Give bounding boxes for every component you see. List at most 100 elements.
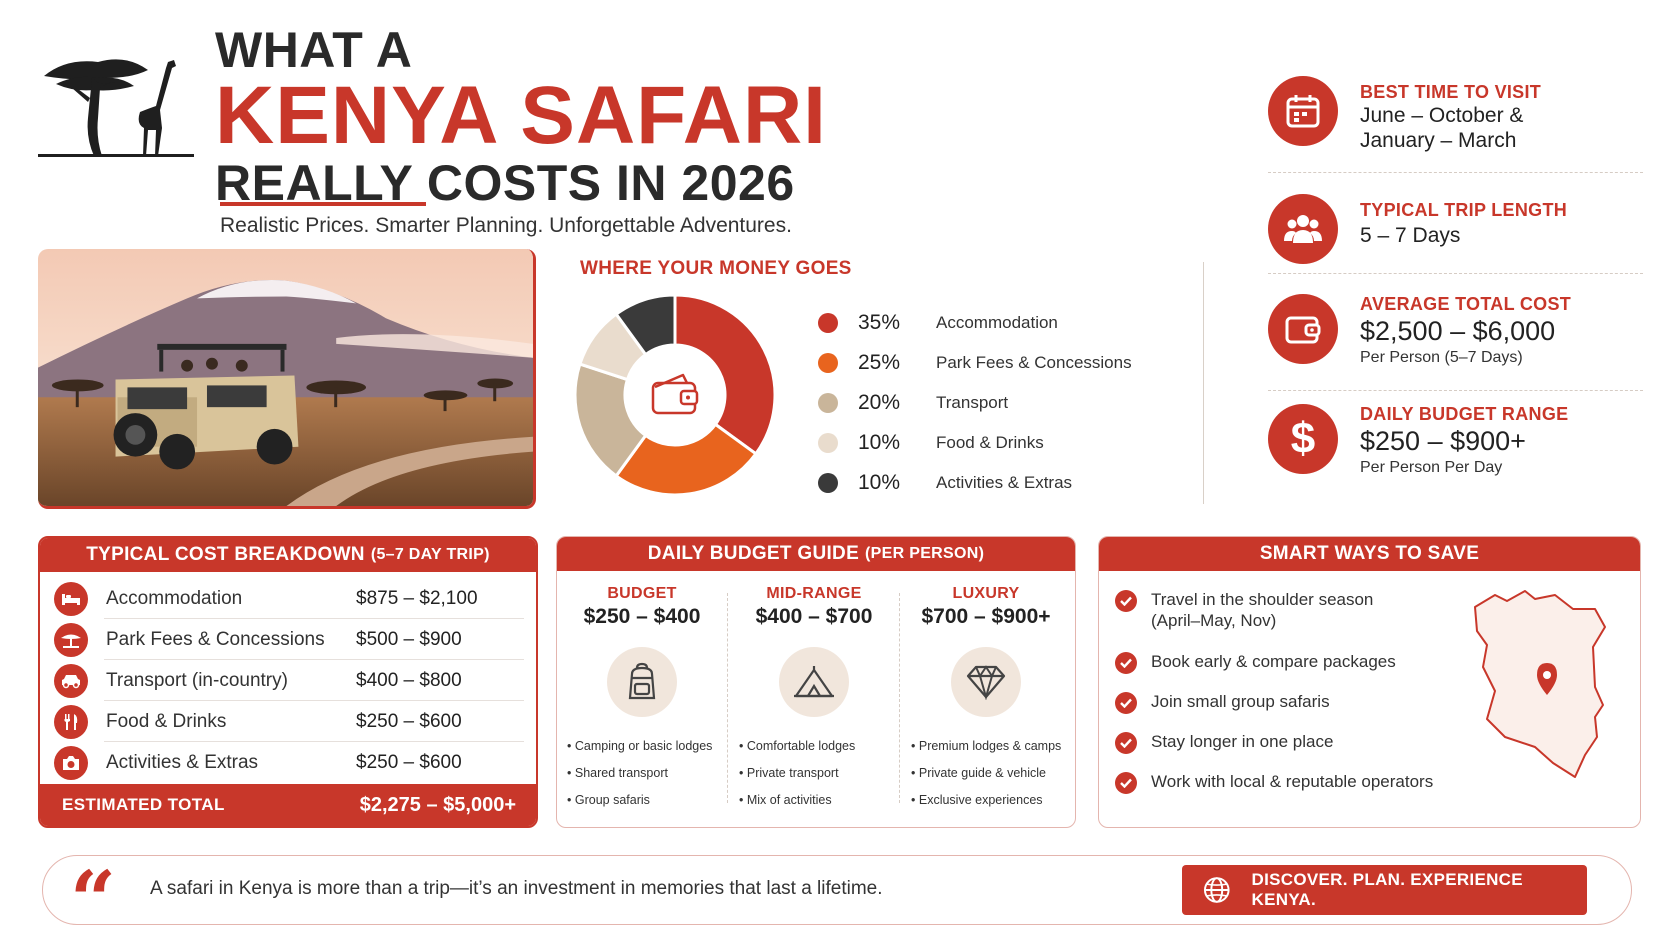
check-icon [1115, 652, 1137, 674]
save-tip: Join small group safaris [1115, 691, 1451, 714]
money-donut-chart [573, 293, 777, 497]
tier-price: $400 – $700 [755, 605, 873, 628]
legend-dot [818, 473, 838, 493]
donut-slice [573, 362, 648, 478]
tier-price: $700 – $900+ [921, 605, 1051, 628]
safari-photo [38, 249, 536, 509]
title-line-3: REALLY COSTS IN 2026 [215, 155, 795, 211]
legend-label: Park Fees & Concessions [936, 353, 1132, 372]
legend-item: 10% Food & Drinks [818, 423, 1148, 463]
tier-features: • Comfortable lodges • Private transport… [739, 733, 909, 814]
fact-label: BEST TIME TO VISIT [1360, 82, 1542, 102]
legend-pct: 10% [858, 471, 901, 494]
camera-icon [54, 745, 88, 780]
total-label: ESTIMATED TOTAL [62, 795, 225, 814]
card-header: SMART WAYS TO SAVE [1099, 537, 1640, 571]
fact-value: June – October & [1360, 104, 1524, 127]
cost-row: Park Fees & Concessions $500 – $900 [54, 619, 524, 660]
card-title: TYPICAL COST BREAKDOWN [86, 544, 365, 565]
cost-name: Transport (in-country) [106, 669, 288, 691]
save-tip: Work with local & reputable operators [1115, 771, 1491, 794]
title-block: WHAT A KENYA SAFARI REALLY COSTS IN 2026 [215, 24, 915, 210]
fact-trip-length: TYPICAL TRIP LENGTH 5 – 7 Days [1268, 190, 1648, 290]
cta-label: DISCOVER. PLAN. EXPERIENCE KENYA. [1251, 870, 1523, 909]
legend-pct: 25% [858, 351, 901, 374]
check-icon [1115, 590, 1137, 612]
row-divider [104, 659, 524, 660]
card-title: SMART WAYS TO SAVE [1259, 543, 1480, 564]
fact-value: $250 – $900+ [1360, 426, 1526, 456]
daily-budget-card: DAILY BUDGET GUIDE (PER PERSON) BUDGET $2… [556, 536, 1076, 828]
tier-price: $250 – $400 [583, 605, 701, 628]
tier-name: LUXURY [952, 585, 1020, 602]
legend-item: 10% Activities & Extras [818, 463, 1148, 503]
donut-slice [614, 293, 677, 357]
legend-label: Food & Drinks [936, 433, 1044, 452]
cost-value: $875 – $2,100 [356, 587, 478, 609]
legend-item: 25% Park Fees & Concessions [818, 343, 1148, 383]
card-title: DAILY BUDGET GUIDE [647, 543, 860, 564]
check-icon [1115, 692, 1137, 714]
save-tip-text: Book early & compare packages [1151, 652, 1396, 671]
dollar-icon: $ [1268, 404, 1338, 474]
cost-breakdown-card: TYPICAL COST BREAKDOWN (5–7 DAY TRIP) Acc… [38, 536, 538, 828]
fact-label: DAILY BUDGET RANGE [1360, 404, 1569, 424]
footer-quote-bar [42, 855, 1632, 925]
legend-label: Transport [936, 393, 1009, 412]
tier-name: MID-RANGE [766, 585, 862, 602]
tier-budget: BUDGET $250 – $400 [557, 585, 727, 717]
tent-icon [779, 647, 849, 717]
tier-features: • Premium lodges & camps • Private guide… [911, 733, 1075, 814]
save-tip: Stay longer in one place [1115, 731, 1451, 754]
tier-feature: • Group safaris [567, 793, 650, 807]
row-divider [104, 741, 524, 742]
key-facts: BEST TIME TO VISIT June – October & Janu… [1268, 72, 1648, 500]
legend-pct: 10% [858, 431, 901, 454]
group-icon [1268, 194, 1338, 264]
fact-best-time: BEST TIME TO VISIT June – October & Janu… [1268, 72, 1648, 178]
discover-cta-button[interactable]: DISCOVER. PLAN. EXPERIENCE KENYA. [1182, 865, 1587, 915]
total-value: $2,275 – $5,000+ [359, 793, 516, 816]
tier-feature: • Mix of activities [739, 793, 832, 807]
card-title-small: (5–7 DAY TRIP) [370, 546, 490, 563]
legend-pct: 35% [858, 311, 901, 334]
legend-item: 35% Accommodation [818, 303, 1148, 343]
tier-mid-range: MID-RANGE $400 – $700 [729, 585, 899, 717]
title-underline [220, 202, 426, 206]
tier-feature: • Private transport [739, 766, 839, 780]
tier-luxury: LUXURY $700 – $900+ [901, 585, 1071, 717]
legend-label: Activities & Extras [936, 473, 1073, 492]
kenya-map-icon [1474, 590, 1606, 778]
fact-value: January – March [1360, 129, 1517, 152]
card-header: TYPICAL COST BREAKDOWN (5–7 DAY TRIP) [40, 538, 536, 572]
smart-ways-card: SMART WAYS TO SAVE Travel in the shoulde… [1098, 536, 1641, 828]
utensils-icon [54, 704, 88, 739]
save-tip-text: Stay longer in one place [1151, 732, 1334, 751]
save-tip-text: Travel in the shoulder season (April–May… [1151, 590, 1374, 630]
cost-value: $250 – $600 [356, 751, 462, 773]
tier-feature: • Comfortable lodges [739, 739, 856, 753]
legend-item: 20% Transport [818, 383, 1148, 423]
save-tip-text: Work with local & reputable operators [1151, 772, 1434, 791]
donut-slice [614, 422, 758, 497]
estimated-total-bar: ESTIMATED TOTAL $2,275 – $5,000+ [40, 784, 536, 826]
legend-dot [818, 353, 838, 373]
cost-row: Food & Drinks $250 – $600 [54, 701, 524, 742]
legend-pct: 20% [858, 391, 901, 414]
fact-divider [1268, 390, 1643, 391]
subtitle: Realistic Prices. Smarter Planning. Unfo… [220, 214, 792, 237]
car-icon [54, 663, 88, 698]
quote-mark: “ [70, 853, 117, 941]
cost-name: Accommodation [106, 587, 243, 609]
globe-icon [1203, 877, 1230, 903]
cost-name: Park Fees & Concessions [106, 628, 325, 650]
calendar-icon [1268, 76, 1338, 146]
fact-divider [1268, 273, 1643, 274]
wallet-icon [1268, 294, 1338, 364]
cost-row: Activities & Extras $250 – $600 [54, 742, 524, 783]
cost-value: $400 – $800 [356, 669, 462, 691]
acacia-giraffe-logo [38, 59, 194, 157]
donut-slice [673, 293, 777, 456]
money-legend: 35% Accommodation 25% Park Fees & Conces… [818, 303, 1148, 503]
tier-feature: • Exclusive experiences [911, 793, 1043, 807]
